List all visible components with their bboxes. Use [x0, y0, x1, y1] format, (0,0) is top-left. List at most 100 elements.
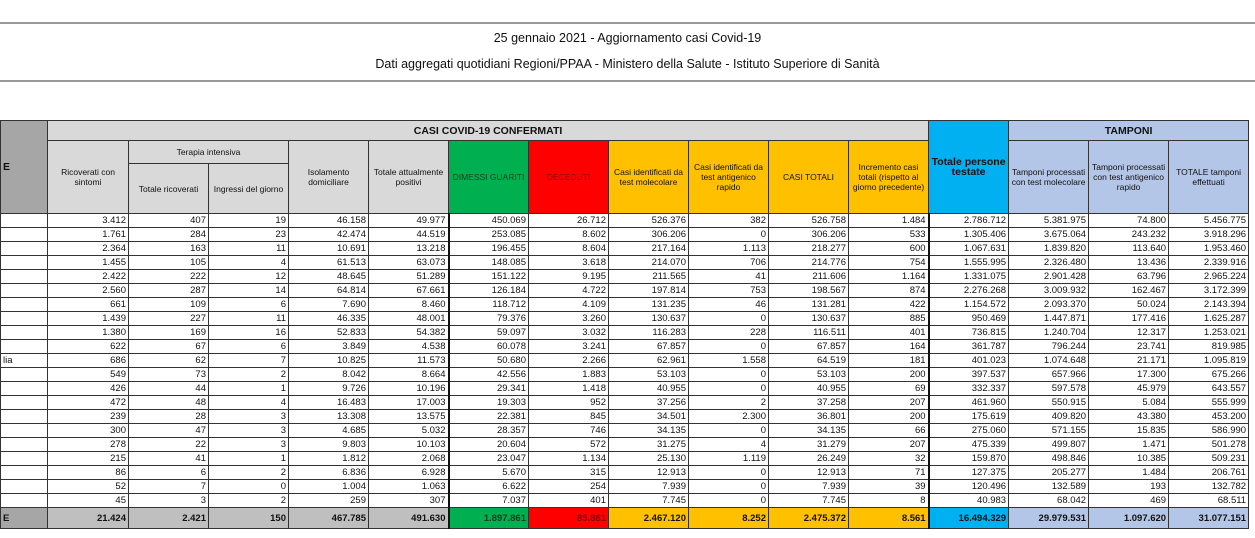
value-cell: 52: [47, 479, 129, 494]
value-cell: 2: [208, 465, 289, 480]
value-cell: 1.067.631: [927, 241, 1010, 256]
value-cell: 215: [47, 451, 129, 466]
value-cell: 706: [688, 255, 769, 270]
value-cell: 14: [208, 283, 289, 298]
value-cell: 7.745: [608, 493, 689, 508]
table-row: 3.412 407 19 46.158 49.977 450.069 26.712 526.3…: [0, 213, 1255, 228]
value-cell: 207: [847, 437, 930, 452]
value-cell: 21.424: [47, 507, 129, 529]
value-cell: 0: [688, 493, 769, 508]
value-cell: 8.602: [528, 227, 609, 242]
col-tamponi-totale: TOTALE tamponi effettuati: [1168, 140, 1250, 214]
group-terapia: Terapia intensiva: [128, 140, 289, 164]
col-deceduti: DECEDUTI: [528, 140, 609, 214]
table-row: 239 28 3 13.308 13.575 22.381 845 34.501 2.300 36…: [0, 409, 1255, 424]
value-cell: 1.953.460: [1168, 241, 1250, 256]
value-cell: 549: [47, 367, 129, 382]
value-cell: 206.761: [1168, 465, 1250, 480]
value-cell: 453.200: [1168, 409, 1250, 424]
value-cell: 1.484: [1088, 465, 1170, 480]
value-cell: 7.690: [288, 297, 369, 312]
value-cell: 3.260: [528, 311, 609, 326]
value-cell: 3.849: [288, 339, 369, 354]
value-cell: 64.814: [288, 283, 369, 298]
value-cell: 796.244: [1008, 339, 1090, 354]
value-cell: 68.042: [1008, 493, 1090, 508]
region-cell: [0, 227, 48, 242]
value-cell: 4: [688, 437, 769, 452]
value-cell: 0: [688, 465, 769, 480]
value-cell: 41: [688, 269, 769, 284]
value-cell: 2.068: [368, 451, 449, 466]
value-cell: 28.357: [447, 423, 529, 438]
value-cell: 113.640: [1088, 241, 1170, 256]
value-cell: 1.305.406: [927, 227, 1010, 242]
value-cell: 63.796: [1088, 269, 1170, 284]
value-cell: 64.519: [768, 353, 849, 368]
value-cell: 12: [208, 269, 289, 284]
value-cell: 426: [47, 381, 129, 396]
value-cell: 41: [128, 451, 209, 466]
value-cell: 46.158: [288, 213, 369, 228]
value-cell: 2.300: [688, 409, 769, 424]
col-attualmente-positivi: Totale attualmente positivi: [368, 140, 449, 214]
value-cell: 1.097.620: [1088, 507, 1170, 529]
value-cell: 5.032: [368, 423, 449, 438]
value-cell: 16.494.329: [927, 507, 1010, 529]
value-cell: 131.235: [608, 297, 689, 312]
value-cell: 164: [847, 339, 930, 354]
value-cell: 211.606: [768, 269, 849, 284]
region-cell: [0, 241, 48, 256]
value-cell: 86: [47, 465, 129, 480]
value-cell: 67.857: [608, 339, 689, 354]
value-cell: 13.436: [1088, 255, 1170, 270]
value-cell: 332.337: [927, 381, 1010, 396]
value-cell: 217.164: [608, 241, 689, 256]
region-cell: [0, 367, 48, 382]
value-cell: 46.335: [288, 311, 369, 326]
region-cell: [0, 255, 48, 270]
value-cell: 4.722: [528, 283, 609, 298]
value-cell: 67.857: [768, 339, 849, 354]
value-cell: 42.556: [447, 367, 529, 382]
value-cell: 1.113: [688, 241, 769, 256]
value-cell: 1.380: [47, 325, 129, 340]
value-cell: 3.618: [528, 255, 609, 270]
value-cell: 193: [1088, 479, 1170, 494]
value-cell: 0: [688, 339, 769, 354]
value-cell: 116.511: [768, 325, 849, 340]
value-cell: 952: [528, 395, 609, 410]
value-cell: 10.825: [288, 353, 369, 368]
value-cell: 4.685: [288, 423, 369, 438]
value-cell: 118.712: [447, 297, 529, 312]
value-cell: 1.439: [47, 311, 129, 326]
value-cell: 47: [128, 423, 209, 438]
table-row: 1.439 227 11 46.335 48.001 79.376 3.260 130.637…: [0, 311, 1255, 326]
value-cell: 467.785: [288, 507, 369, 529]
value-cell: 23.741: [1088, 339, 1170, 354]
value-cell: 10.196: [368, 381, 449, 396]
value-cell: 450.069: [447, 213, 529, 228]
value-cell: 6.622: [447, 479, 529, 494]
value-cell: 2.475.372: [768, 507, 849, 529]
value-cell: 600: [847, 241, 930, 256]
region-cell: [0, 423, 48, 438]
value-cell: 71: [847, 465, 930, 480]
value-cell: 150: [208, 507, 289, 529]
value-cell: 0: [688, 423, 769, 438]
value-cell: 0: [688, 311, 769, 326]
value-cell: 11: [208, 241, 289, 256]
value-cell: 23.047: [447, 451, 529, 466]
value-cell: 1.074.648: [1008, 353, 1090, 368]
value-cell: 885: [847, 311, 930, 326]
value-cell: 159.870: [927, 451, 1010, 466]
value-cell: 13.218: [368, 241, 449, 256]
value-cell: 3: [208, 409, 289, 424]
value-cell: 307: [368, 493, 449, 508]
value-cell: 1.154.572: [927, 297, 1010, 312]
value-cell: 28: [128, 409, 209, 424]
value-cell: 23: [208, 227, 289, 242]
value-cell: 4.538: [368, 339, 449, 354]
region-cell: E: [0, 507, 48, 529]
table-row: 45 3 2 259 307 7.037 401 7.745 0 7.745 8 40.983 68.0…: [0, 493, 1255, 508]
